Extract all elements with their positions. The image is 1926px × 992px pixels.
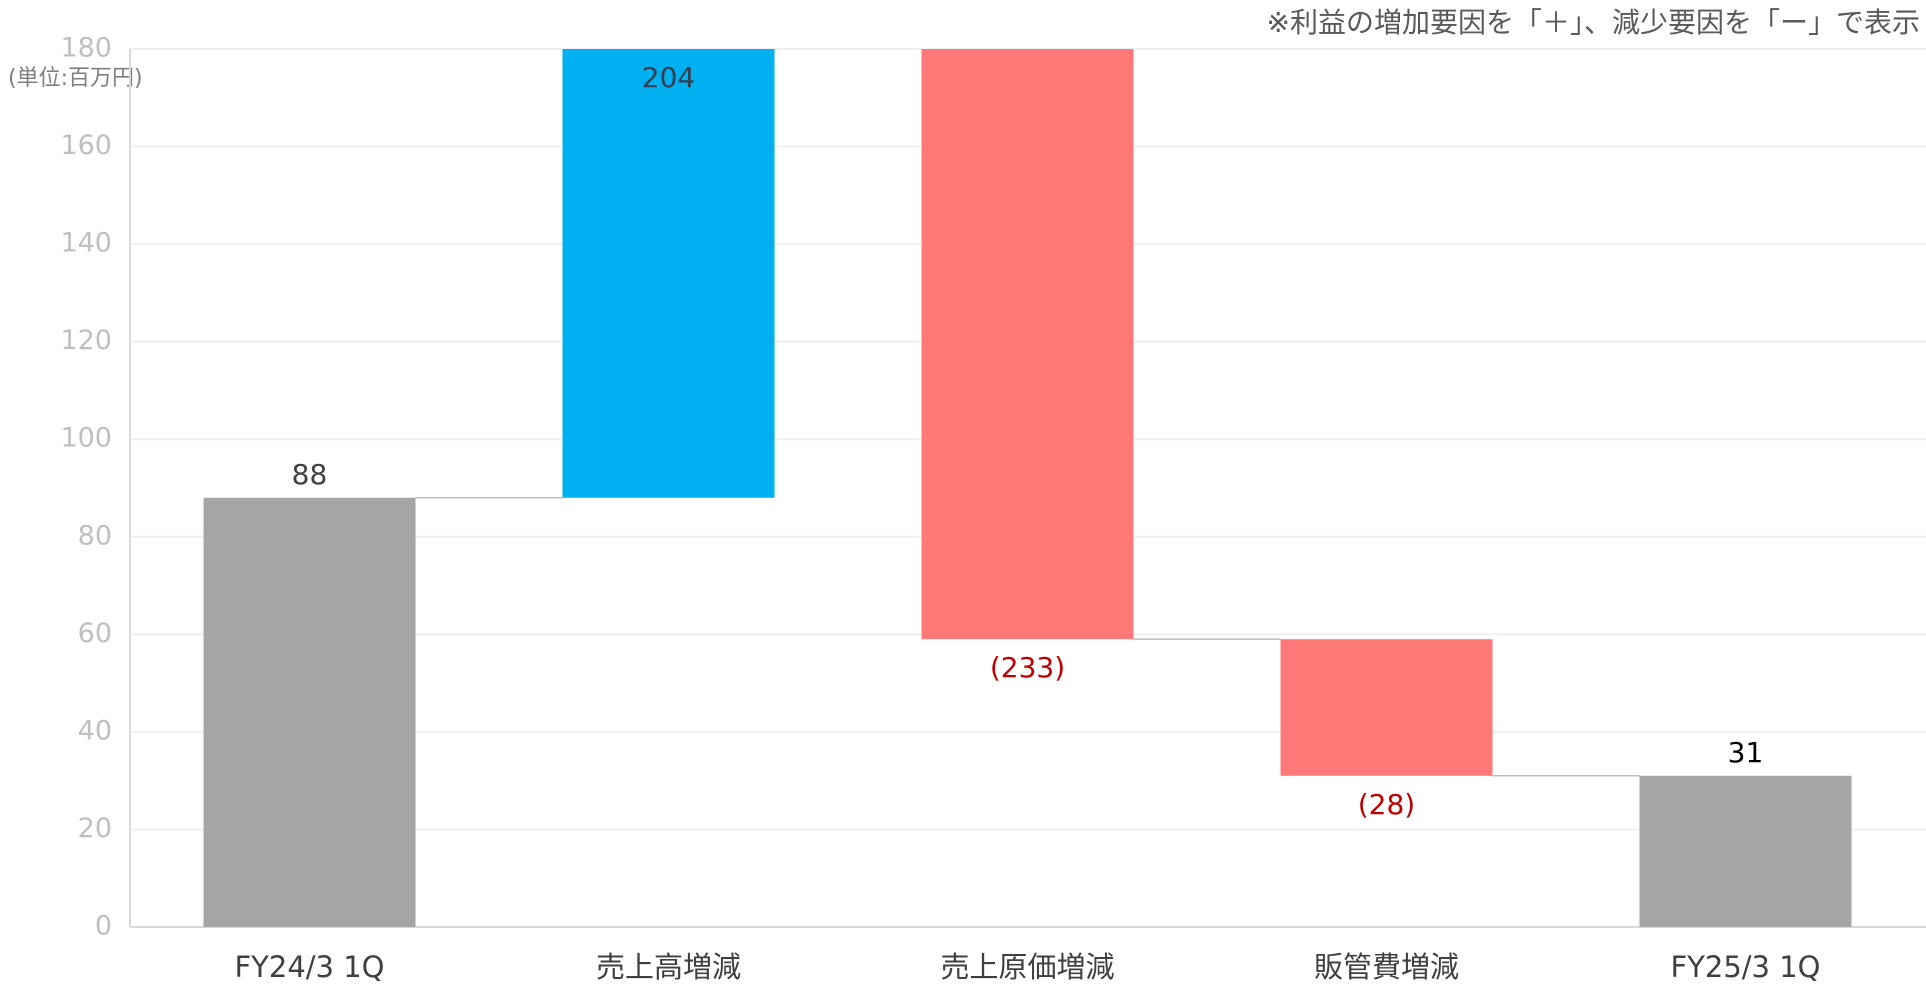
- value-label: 31: [1728, 736, 1764, 769]
- value-label: 204: [642, 61, 695, 94]
- unit-label: (単位:百万円): [8, 66, 143, 91]
- value-label: (233): [990, 651, 1065, 684]
- x-tick-label: 売上高増減: [596, 950, 741, 984]
- value-label: (28): [1358, 788, 1415, 821]
- y-tick-label: 100: [60, 423, 112, 454]
- y-tick-label: 60: [78, 618, 112, 649]
- y-tick-label: 140: [60, 228, 112, 259]
- y-tick-label: 80: [78, 520, 112, 551]
- y-tick-label: 160: [60, 130, 112, 161]
- bar: [1280, 639, 1493, 776]
- x-tick-label: FY24/3 1Q: [234, 950, 384, 984]
- y-tick-label: 40: [78, 715, 112, 746]
- bar: [921, 49, 1134, 640]
- note: ※利益の増加要因を「＋」、減少要因を「ー」で表示: [1267, 6, 1920, 39]
- x-tick-label: FY25/3 1Q: [1670, 950, 1820, 984]
- x-tick-label: 販管費増減: [1314, 950, 1459, 984]
- bar: [1639, 775, 1852, 927]
- bar: [562, 49, 775, 498]
- y-tick-label: 180: [60, 33, 112, 64]
- value-label: 88: [292, 458, 328, 491]
- y-tick-label: 120: [60, 325, 112, 356]
- y-tick-label: 20: [78, 813, 112, 844]
- bar: [203, 497, 416, 927]
- y-tick-label: 0: [95, 911, 112, 942]
- x-tick-label: 売上原価増減: [940, 950, 1114, 984]
